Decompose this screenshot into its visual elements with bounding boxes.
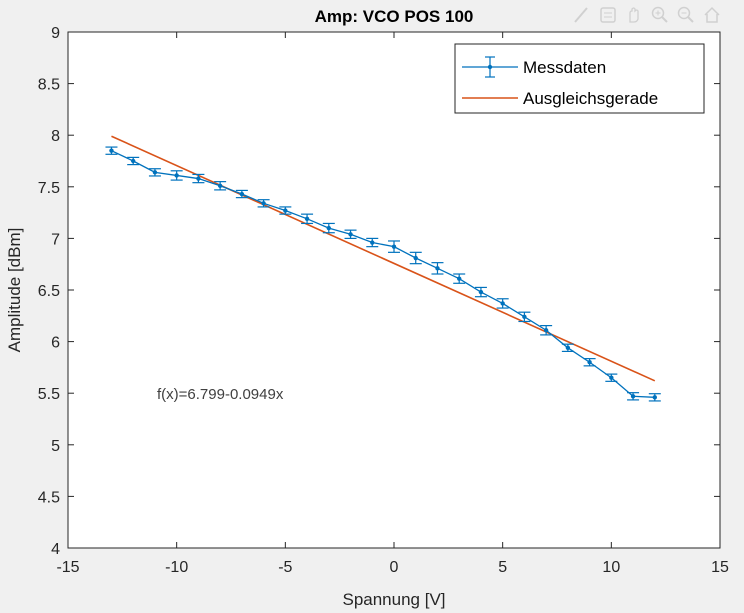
data-point <box>348 232 353 237</box>
pan-icon[interactable] <box>624 5 644 25</box>
series-line-messdaten <box>111 150 655 398</box>
data-point <box>370 240 375 245</box>
errorbar-point <box>279 206 292 215</box>
x-tick-label: -5 <box>278 559 292 576</box>
errorbar-point <box>518 311 531 323</box>
y-tick-label: 4 <box>51 541 60 558</box>
home-icon[interactable] <box>702 5 722 25</box>
x-tick-label: 5 <box>498 559 507 576</box>
y-tick-label: 4.5 <box>38 489 60 506</box>
axes-toolbar <box>572 2 722 28</box>
errorbar-point <box>214 181 227 191</box>
x-tick-label: 0 <box>390 559 399 576</box>
data-point <box>652 395 657 400</box>
errorbar-point <box>474 286 487 298</box>
y-tick-label: 6.5 <box>38 283 60 300</box>
chart-title: Amp: VCO POS 100 <box>315 7 474 26</box>
errorbar-point <box>583 358 596 367</box>
errorbar-point <box>453 273 466 284</box>
data-layer <box>105 135 661 402</box>
y-axis-label: Amplitude [dBm] <box>5 228 24 353</box>
errorbar-point <box>388 240 400 253</box>
data-point <box>239 191 245 197</box>
zoom-out-icon[interactable] <box>676 5 696 25</box>
x-tick-label: 10 <box>602 559 620 576</box>
errorbar-point <box>301 213 314 225</box>
y-tick-label: 7 <box>51 231 60 248</box>
y-tick-label: 9 <box>51 25 60 42</box>
data-point <box>174 173 179 178</box>
data-point <box>283 208 288 213</box>
errorbar-point <box>170 170 183 181</box>
data-point <box>217 183 223 188</box>
errorbar-point <box>105 146 118 155</box>
errorbar-point <box>648 393 661 402</box>
errorbar-point <box>540 325 553 336</box>
errorbar-point <box>627 392 640 401</box>
errorbar-point <box>366 237 379 248</box>
brush-icon[interactable] <box>572 5 592 25</box>
data-point <box>152 170 158 175</box>
y-tick-label: 6 <box>51 335 60 352</box>
x-tick-label: 15 <box>711 559 729 576</box>
data-point <box>435 266 440 271</box>
errorbar-point <box>409 251 422 265</box>
zoom-in-icon[interactable] <box>650 5 670 25</box>
data-point <box>630 394 636 399</box>
data-point <box>196 176 201 181</box>
y-tick-label: 5.5 <box>38 386 60 403</box>
errorbar-point <box>431 262 444 275</box>
errorbar-point <box>322 222 335 234</box>
data-point <box>109 148 114 153</box>
x-axis-label: Spannung [V] <box>342 590 445 609</box>
y-tick-label: 8 <box>51 128 60 145</box>
errorbar-point <box>127 156 140 166</box>
data-point <box>587 360 592 365</box>
series-line-ausgleichsgerade <box>111 135 656 382</box>
data-point <box>543 328 549 333</box>
errorbar-point <box>344 229 357 239</box>
data-tips-icon[interactable] <box>598 5 618 25</box>
data-point <box>565 345 571 350</box>
errorbar-point <box>192 173 205 184</box>
legend-label-ausgleichsgerade: Ausgleichsgerade <box>523 89 658 108</box>
legend-marker <box>487 64 493 70</box>
errorbar-point <box>496 298 509 309</box>
legend-box <box>454 43 705 114</box>
plot-area <box>68 32 720 548</box>
data-point <box>131 158 136 164</box>
data-point <box>326 225 331 231</box>
data-point <box>457 276 462 281</box>
errorbar-point <box>561 343 574 353</box>
x-tick-label: -10 <box>165 559 188 576</box>
data-point <box>391 244 397 249</box>
y-tick-label: 8.5 <box>38 77 60 94</box>
errorbar-point <box>235 189 248 199</box>
errorbar-point <box>605 373 618 382</box>
x-tick-label: -15 <box>56 559 79 576</box>
legend-label-messdaten: Messdaten <box>523 58 606 77</box>
y-tick-label: 5 <box>51 438 60 455</box>
data-point <box>304 216 310 221</box>
y-tick-label: 7.5 <box>38 180 60 197</box>
data-point <box>522 314 527 320</box>
errorbar-point <box>148 168 161 177</box>
data-point <box>413 255 418 261</box>
data-point <box>478 289 484 295</box>
errorbar-point <box>257 199 270 208</box>
fit-equation-annotation: f(x)=6.799-0.0949x <box>157 386 284 403</box>
data-point <box>500 301 505 306</box>
data-point <box>261 201 266 206</box>
data-point <box>609 375 614 380</box>
legend <box>454 43 705 114</box>
